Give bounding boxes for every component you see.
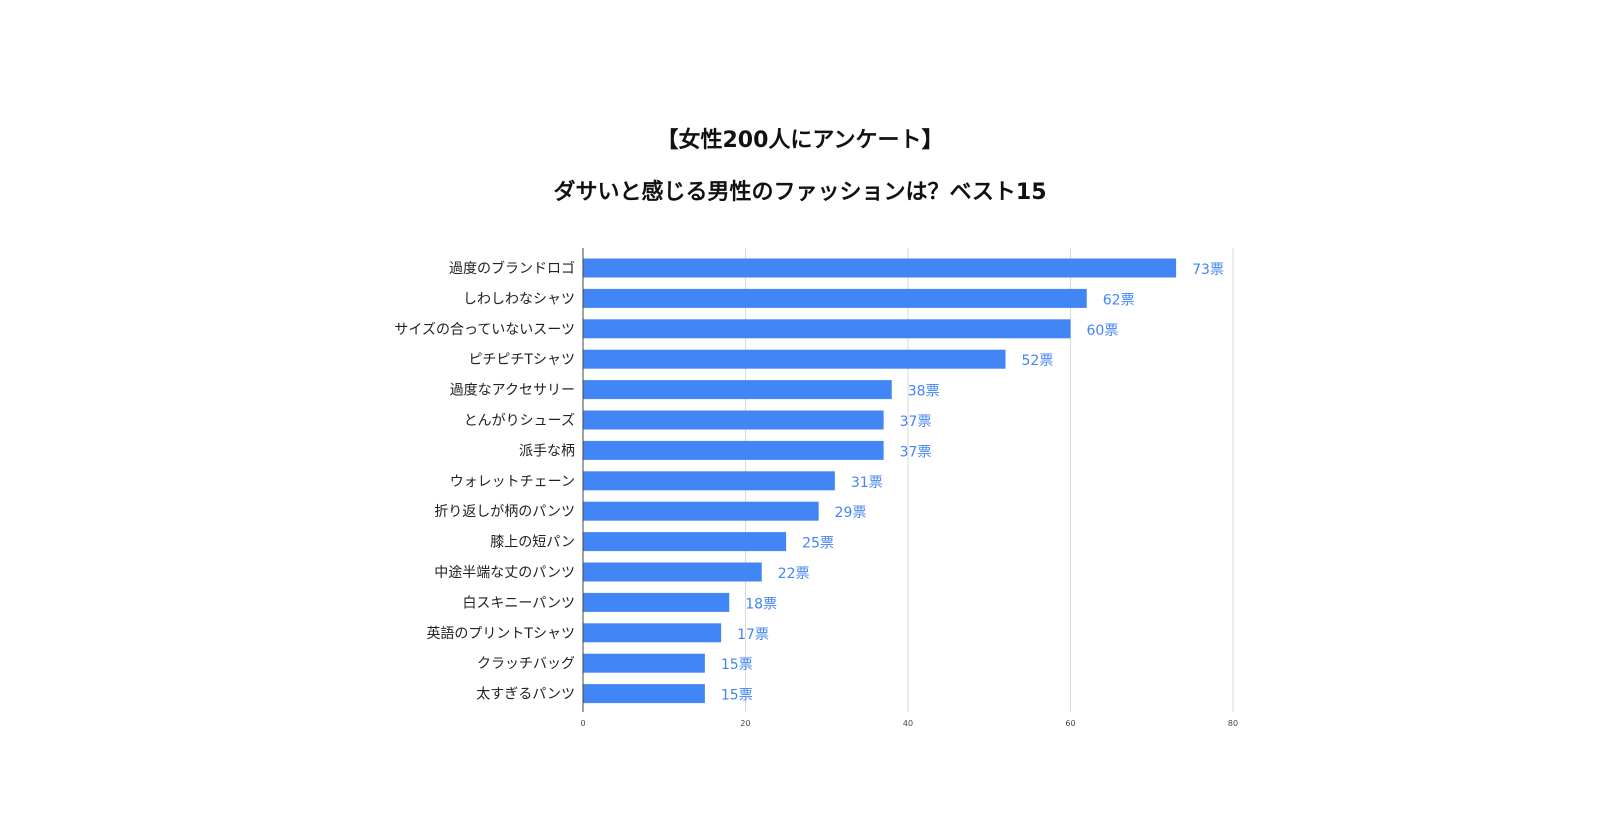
bar xyxy=(583,471,835,491)
x-tick-label: 60 xyxy=(1065,719,1075,728)
category-label: ウォレットチェーン xyxy=(450,474,575,490)
category-label: 英語のプリントTシャツ xyxy=(426,625,575,642)
category-label: しわしわなシャツ xyxy=(463,291,575,307)
category-label: 太すぎるパンツ xyxy=(476,687,575,703)
data-label: 73票 xyxy=(1192,262,1224,278)
category-label: とんがりシューズ xyxy=(464,413,575,429)
data-label: 15票 xyxy=(721,688,753,704)
data-label: 18票 xyxy=(745,596,777,612)
chart-title: 【女性200人にアンケート】 xyxy=(656,128,944,153)
data-label: 60票 xyxy=(1087,323,1119,339)
bar xyxy=(583,319,1071,339)
category-label: ピチピチTシャツ xyxy=(468,352,575,368)
data-label: 38票 xyxy=(908,384,940,400)
x-tick-label: 80 xyxy=(1228,719,1238,728)
data-label: 52票 xyxy=(1022,353,1054,369)
bar xyxy=(583,532,787,552)
data-label: 62票 xyxy=(1103,292,1135,308)
category-label: 過度なアクセサリー xyxy=(450,383,575,399)
category-label: サイズの合っていないスーツ xyxy=(394,322,575,338)
bar xyxy=(583,349,1006,369)
bar xyxy=(583,653,705,673)
data-label: 37票 xyxy=(900,414,932,430)
x-tick-label: 20 xyxy=(740,719,750,728)
bar xyxy=(583,592,730,612)
x-tick-label: 40 xyxy=(903,719,913,728)
bar xyxy=(583,258,1177,278)
bar xyxy=(583,440,884,460)
category-label: 過度のブランドロゴ xyxy=(449,260,575,277)
category-label: 折り返しが柄のパンツ xyxy=(434,504,575,520)
bar xyxy=(583,288,1087,308)
data-label: 15票 xyxy=(721,657,753,673)
category-label: 中途半端な丈のパンツ xyxy=(434,564,575,581)
bar xyxy=(583,410,884,430)
data-label: 31票 xyxy=(851,475,883,491)
category-label: 白スキニーパンツ xyxy=(462,595,575,611)
data-label: 29票 xyxy=(835,505,867,521)
category-label: 膝上の短パン xyxy=(490,535,575,551)
data-label: 37票 xyxy=(900,444,932,460)
data-label: 22票 xyxy=(778,566,810,582)
data-label: 25票 xyxy=(802,536,834,552)
x-tick-label: 0 xyxy=(580,719,585,728)
bar xyxy=(583,684,705,704)
data-label: 17票 xyxy=(737,627,769,643)
category-label: 派手な柄 xyxy=(519,443,575,459)
bar xyxy=(583,501,819,521)
bar xyxy=(583,380,892,400)
chart-subtitle: ダサいと感じる男性のファッションは？ベスト15 xyxy=(553,180,1047,205)
bar xyxy=(583,562,762,582)
category-label: クラッチバッグ xyxy=(477,656,575,672)
bar xyxy=(583,623,722,643)
